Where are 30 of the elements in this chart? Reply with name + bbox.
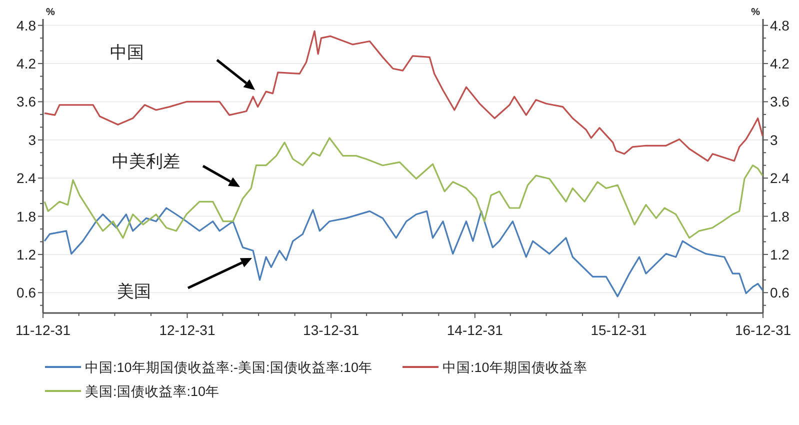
y-tick-label: 1.8 <box>16 208 36 224</box>
x-tick-label: 13-12-31 <box>303 322 360 338</box>
y2-tick-label: 0.6 <box>770 284 790 301</box>
y-tick-label: 1.2 <box>16 246 36 262</box>
annotation: 美国 <box>117 282 151 301</box>
y2-tick-label: 4.2 <box>770 56 790 72</box>
y2-tick-label: 3 <box>770 132 778 148</box>
x-tick-label: 12-12-31 <box>159 322 216 338</box>
x-tick-label: 15-12-31 <box>590 322 647 338</box>
y-tick-label: 0.6 <box>16 284 36 301</box>
legend-label: 中国:10年期国债收益率 <box>442 360 588 375</box>
y-tick-label: 3 <box>28 132 36 148</box>
y-tick-label: 4.8 <box>16 17 36 34</box>
y2-axis-title: % <box>751 7 760 18</box>
x-tick-label: 14-12-31 <box>446 322 504 338</box>
y2-tick-label: 2.4 <box>770 170 790 186</box>
y2-tick-label: 4.8 <box>770 17 790 34</box>
legend-label: 中国:10年期国债收益率:-美国:国债收益率:10年 <box>85 360 373 375</box>
y2-tick-label: 3.6 <box>770 94 790 110</box>
annotation: 中国 <box>110 43 144 62</box>
y-axis-title: % <box>46 7 55 18</box>
y-tick-label: 4.2 <box>16 56 36 72</box>
y2-tick-label: 1.2 <box>770 246 790 262</box>
y2-tick-label: 1.8 <box>770 208 790 224</box>
legend-label: 美国:国债收益率:10年 <box>85 384 220 399</box>
x-tick-label: 11-12-31 <box>15 322 71 338</box>
x-tick-label: 16-12-31 <box>734 322 792 338</box>
y-tick-label: 3.6 <box>16 94 36 110</box>
annotation: 中美利差 <box>112 152 180 171</box>
y-tick-label: 2.4 <box>16 170 36 186</box>
